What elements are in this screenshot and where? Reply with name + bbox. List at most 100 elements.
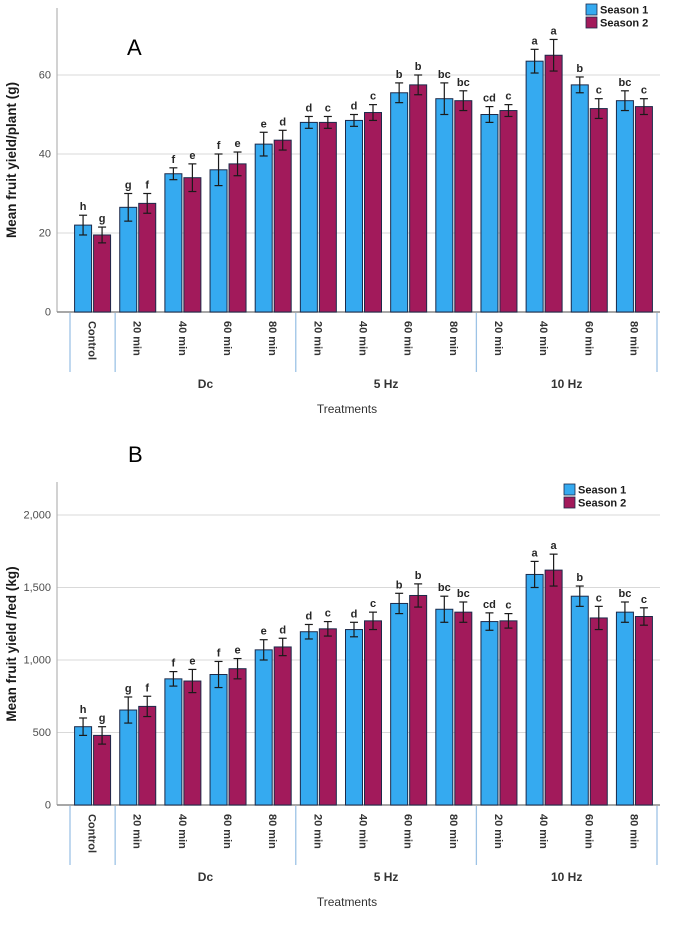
- sig-letter: b: [415, 61, 422, 73]
- bar-season2-12: [634, 616, 653, 806]
- bar-season2-5: [318, 121, 337, 313]
- panel-label-b: B: [128, 442, 143, 467]
- sig-letter: a: [551, 540, 558, 552]
- x-category-label: 40 min: [176, 814, 188, 849]
- y-tick-label: 1,500: [23, 582, 51, 594]
- sig-letter: f: [145, 682, 149, 694]
- sig-letter: bc: [438, 582, 451, 594]
- x-category-label: 40 min: [537, 814, 549, 849]
- sig-letter: a: [551, 25, 558, 37]
- sig-letter: c: [641, 594, 647, 606]
- bar-season2-11: [589, 108, 608, 313]
- x-axis-title: Treatments: [317, 402, 377, 416]
- sig-letter: bc: [619, 77, 632, 89]
- sig-letter: g: [99, 713, 106, 725]
- bar-season1-9: [480, 114, 499, 313]
- bar-season1-7: [390, 602, 409, 806]
- sig-letter: c: [325, 608, 331, 620]
- legend-swatch-season2: [563, 496, 576, 509]
- sig-letter: c: [641, 85, 647, 97]
- sig-letter: e: [234, 645, 240, 657]
- bar-season1-0: [74, 726, 93, 806]
- bar-season2-7: [409, 84, 428, 313]
- sig-letter: f: [145, 180, 149, 192]
- bar-season2-2: [183, 680, 202, 806]
- sig-letter: b: [576, 63, 583, 75]
- bar-season2-3: [228, 163, 247, 313]
- bar-season1-3: [209, 674, 228, 806]
- bar-season1-1: [119, 206, 138, 313]
- bar-season1-10: [525, 60, 544, 313]
- bar-season2-8: [454, 100, 473, 313]
- bar-season2-9: [499, 620, 518, 806]
- bar-season1-1: [119, 709, 138, 806]
- x-category-label: 20 min: [492, 814, 504, 849]
- bar-season2-11: [589, 617, 608, 806]
- bar-season1-8: [435, 608, 454, 806]
- bar-season1-10: [525, 573, 544, 806]
- legend-label-season2: Season 2: [600, 18, 648, 30]
- bar-season2-4: [273, 139, 292, 313]
- bar-season1-2: [164, 678, 183, 806]
- bar-season1-11: [570, 84, 589, 313]
- bar-season1-3: [209, 169, 228, 313]
- x-category-label: 20 min: [311, 814, 323, 849]
- sig-letter: c: [325, 102, 331, 114]
- x-category-label: 20 min: [311, 321, 323, 356]
- y-tick-label: 40: [39, 149, 51, 161]
- sig-letter: cd: [483, 93, 496, 105]
- sig-letter: d: [279, 624, 286, 636]
- y-tick-label: 1,000: [23, 655, 51, 667]
- sig-letter: c: [505, 91, 511, 103]
- bar-season1-4: [254, 143, 273, 313]
- x-category-label: Control: [86, 814, 98, 853]
- y-tick-label: 2,000: [23, 510, 51, 522]
- bar-season2-3: [228, 668, 247, 806]
- group-label-5hz: 5 Hz: [374, 870, 399, 884]
- bar-season2-8: [454, 611, 473, 806]
- group-label-dc: Dc: [198, 377, 214, 391]
- sig-letter: c: [370, 91, 376, 103]
- sig-letter: f: [217, 647, 221, 659]
- bar-season2-9: [499, 110, 518, 313]
- legend-swatch-season2: [585, 16, 598, 29]
- sig-letter: d: [279, 116, 286, 128]
- sig-letter: d: [305, 610, 312, 622]
- sig-letter: f: [217, 140, 221, 152]
- bar-season2-6: [364, 620, 382, 806]
- bar-season1-5: [299, 121, 318, 313]
- sig-letter: f: [172, 658, 176, 670]
- sig-letter: c: [370, 598, 376, 610]
- sig-letter: g: [125, 683, 132, 695]
- panel-label-a: A: [127, 35, 142, 60]
- legend-label-season1: Season 1: [600, 5, 648, 17]
- x-category-label: 60 min: [221, 321, 233, 356]
- bar-season2-1: [138, 705, 157, 806]
- sig-letter: e: [189, 150, 195, 162]
- sig-letter: bc: [457, 77, 470, 89]
- y-axis-title: Mean fruit yield /fed (kg): [4, 566, 19, 721]
- legend-label-season1: Season 1: [578, 485, 626, 497]
- bar-season1-12: [615, 100, 634, 313]
- sig-letter: c: [596, 85, 602, 97]
- sig-letter: b: [396, 69, 403, 81]
- x-category-label: 60 min: [582, 814, 594, 849]
- sig-letter: e: [234, 138, 240, 150]
- sig-letter: h: [80, 201, 87, 213]
- bar-season2-10: [544, 569, 563, 806]
- sig-letter: f: [172, 154, 176, 166]
- sig-letter: g: [125, 180, 132, 192]
- bar-season2-2: [183, 177, 202, 313]
- sig-letter: b: [396, 579, 403, 591]
- x-category-label: 40 min: [357, 814, 369, 849]
- x-category-label: 80 min: [447, 321, 459, 356]
- sig-letter: bc: [457, 588, 470, 600]
- x-category-label: 60 min: [582, 321, 594, 356]
- x-category-label: 20 min: [131, 321, 143, 356]
- x-category-label: 60 min: [402, 814, 414, 849]
- x-category-label: 80 min: [266, 321, 278, 356]
- x-category-label: 20 min: [492, 321, 504, 356]
- bar-season1-9: [480, 621, 499, 806]
- bar-season2-0: [93, 234, 112, 313]
